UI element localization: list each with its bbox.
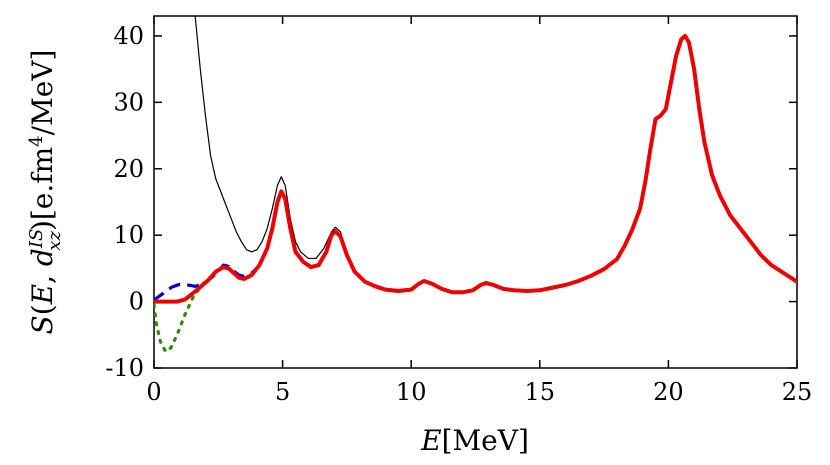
red-thick-series-line [154, 33, 797, 304]
y-tick-label: 10 [113, 221, 144, 249]
y-tick-label: 40 [113, 22, 144, 50]
y-axis-label: S(E, dISxz)[e.fm4/MeV] [26, 50, 65, 335]
x-axis-label: E[MeV] [420, 424, 529, 457]
x-tick-label: 15 [525, 378, 556, 406]
y-tick-label: 30 [113, 88, 144, 116]
x-tick-label: 20 [653, 378, 684, 406]
x-tick-label: 10 [396, 378, 427, 406]
plot-frame [153, 15, 798, 369]
x-tick-label: 25 [782, 378, 813, 406]
y-tick-label: -10 [105, 354, 144, 382]
x-tick-label: 0 [146, 378, 161, 406]
series-layer [154, 16, 797, 353]
y-tick-label: 20 [113, 155, 144, 183]
y-tick-label: 0 [129, 288, 144, 316]
x-tick-label: 5 [275, 378, 290, 406]
